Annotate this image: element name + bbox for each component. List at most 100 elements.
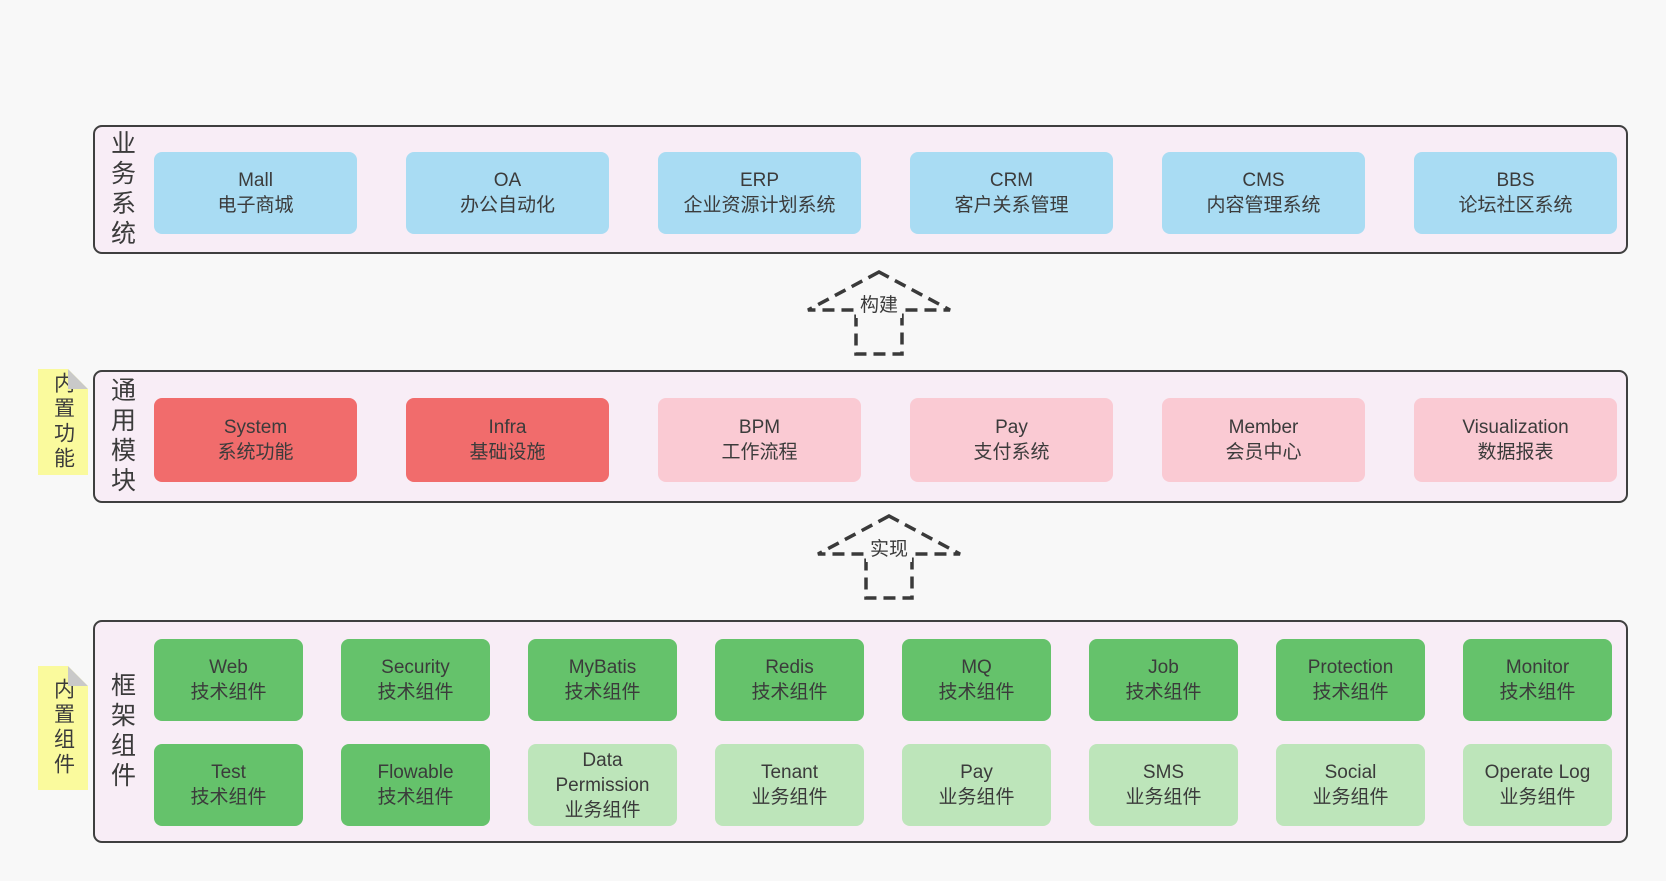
- box-subtitle: 技术组件: [1125, 682, 1202, 703]
- box-subtitle: 基础设施: [469, 442, 546, 463]
- box-bpm: BPM 工作流程: [658, 398, 861, 482]
- box-social: Social 业务组件: [1276, 744, 1425, 826]
- box-title: Flowable: [377, 762, 454, 783]
- build-arrow-label: 构建: [855, 294, 903, 318]
- box-mybatis: MyBatis 技术组件: [528, 639, 677, 721]
- box-title: Redis: [765, 657, 814, 678]
- box-title: OA: [493, 170, 522, 191]
- box-visualization: Visualization 数据报表: [1414, 398, 1617, 482]
- box-title: Operate Log: [1484, 762, 1591, 783]
- implement-arrow-label: 实现: [865, 538, 913, 562]
- box-bbs: BBS 论坛社区系统: [1414, 152, 1617, 234]
- box-pay-component: Pay 业务组件: [902, 744, 1051, 826]
- box-subtitle: 技术组件: [1312, 682, 1389, 703]
- box-title: ERP: [739, 170, 780, 191]
- box-subtitle: 技术组件: [1499, 682, 1576, 703]
- box-subtitle: 会员中心: [1225, 442, 1302, 463]
- box-title: MQ: [961, 657, 992, 678]
- box-protection: Protection 技术组件: [1276, 639, 1425, 721]
- box-subtitle: 数据报表: [1477, 442, 1554, 463]
- common-modules-row: System 系统功能 Infra 基础设施 BPM 工作流程 Pay 支付系统…: [154, 398, 1617, 482]
- box-subtitle: 技术组件: [190, 682, 267, 703]
- sticky-note-label: 内置组件: [51, 678, 75, 778]
- box-title: Data Permission: [555, 749, 650, 796]
- box-title: Infra: [488, 417, 527, 438]
- sticky-note-built-in-components: 内置组件: [38, 666, 88, 790]
- box-subtitle: 论坛社区系统: [1458, 195, 1573, 216]
- box-subtitle: 技术组件: [377, 682, 454, 703]
- box-cms: CMS 内容管理系统: [1162, 152, 1365, 234]
- box-title: SMS: [1142, 762, 1185, 783]
- box-title: Mall: [238, 170, 273, 191]
- box-subtitle: 业务组件: [751, 787, 828, 808]
- framework-components-row-1: Web 技术组件 Security 技术组件 MyBatis 技术组件 Redi…: [154, 639, 1612, 721]
- framework-components-row-2: Test 技术组件 Flowable 技术组件 Data Permission …: [154, 744, 1612, 826]
- box-mq: MQ 技术组件: [902, 639, 1051, 721]
- business-systems-row: Mall 电子商城 OA 办公自动化 ERP 企业资源计划系统 CRM 客户关系…: [154, 152, 1617, 234]
- box-title: CRM: [989, 170, 1034, 191]
- box-erp: ERP 企业资源计划系统: [658, 152, 861, 234]
- business-systems-label: 业务系统: [107, 129, 136, 250]
- build-arrow: 构建: [804, 268, 954, 358]
- box-infra: Infra 基础设施: [406, 398, 609, 482]
- box-web: Web 技术组件: [154, 639, 303, 721]
- box-oa: OA 办公自动化: [406, 152, 609, 234]
- box-subtitle: 技术组件: [190, 787, 267, 808]
- framework-components-panel: 框架组件 Web 技术组件 Security 技术组件 MyBatis 技术组件…: [93, 620, 1628, 843]
- business-systems-panel: 业务系统 Mall 电子商城 OA 办公自动化 ERP 企业资源计划系统 CRM…: [93, 125, 1628, 254]
- box-subtitle: 企业资源计划系统: [683, 195, 836, 216]
- box-title: Test: [211, 762, 246, 783]
- box-subtitle: 电子商城: [217, 195, 294, 216]
- box-title: Pay: [960, 762, 993, 783]
- implement-arrow: 实现: [814, 512, 964, 602]
- framework-components-label: 框架组件: [107, 671, 136, 792]
- box-title: BBS: [1496, 170, 1535, 191]
- box-flowable: Flowable 技术组件: [341, 744, 490, 826]
- box-subtitle: 支付系统: [973, 442, 1050, 463]
- box-subtitle: 技术组件: [377, 787, 454, 808]
- box-job: Job 技术组件: [1089, 639, 1238, 721]
- box-title: Security: [381, 657, 450, 678]
- box-subtitle: 客户关系管理: [954, 195, 1069, 216]
- box-subtitle: 工作流程: [721, 442, 798, 463]
- sticky-note-built-in-features: 内置功能: [38, 369, 88, 475]
- box-subtitle: 内容管理系统: [1206, 195, 1321, 216]
- box-title: CMS: [1242, 170, 1285, 191]
- box-data-permission: Data Permission 业务组件: [528, 744, 677, 826]
- box-title: BPM: [738, 417, 781, 438]
- box-subtitle: 业务组件: [1312, 787, 1389, 808]
- box-title: Visualization: [1462, 417, 1569, 438]
- box-monitor: Monitor 技术组件: [1463, 639, 1612, 721]
- box-system: System 系统功能: [154, 398, 357, 482]
- box-subtitle: 业务组件: [938, 787, 1015, 808]
- box-member: Member 会员中心: [1162, 398, 1365, 482]
- box-subtitle: 业务组件: [1125, 787, 1202, 808]
- box-operate-log: Operate Log 业务组件: [1463, 744, 1612, 826]
- box-subtitle: 系统功能: [217, 442, 294, 463]
- box-title: Social: [1324, 762, 1377, 783]
- box-pay: Pay 支付系统: [910, 398, 1113, 482]
- box-subtitle: 技术组件: [564, 682, 641, 703]
- box-title: Tenant: [760, 762, 819, 783]
- box-security: Security 技术组件: [341, 639, 490, 721]
- box-title: Protection: [1307, 657, 1394, 678]
- box-title: System: [223, 417, 288, 438]
- box-title: Pay: [995, 417, 1028, 438]
- box-tenant: Tenant 业务组件: [715, 744, 864, 826]
- box-subtitle: 技术组件: [938, 682, 1015, 703]
- box-sms: SMS 业务组件: [1089, 744, 1238, 826]
- box-test: Test 技术组件: [154, 744, 303, 826]
- sticky-note-label: 内置功能: [51, 372, 75, 472]
- box-title: Web: [209, 657, 248, 678]
- box-subtitle: 办公自动化: [459, 195, 555, 216]
- box-title: Member: [1228, 417, 1299, 438]
- box-crm: CRM 客户关系管理: [910, 152, 1113, 234]
- box-redis: Redis 技术组件: [715, 639, 864, 721]
- box-title: MyBatis: [568, 657, 637, 678]
- box-title: Monitor: [1505, 657, 1570, 678]
- common-modules-panel: 通用模块 System 系统功能 Infra 基础设施 BPM 工作流程 Pay…: [93, 370, 1628, 503]
- box-subtitle: 技术组件: [751, 682, 828, 703]
- box-mall: Mall 电子商城: [154, 152, 357, 234]
- box-title: Job: [1148, 657, 1179, 678]
